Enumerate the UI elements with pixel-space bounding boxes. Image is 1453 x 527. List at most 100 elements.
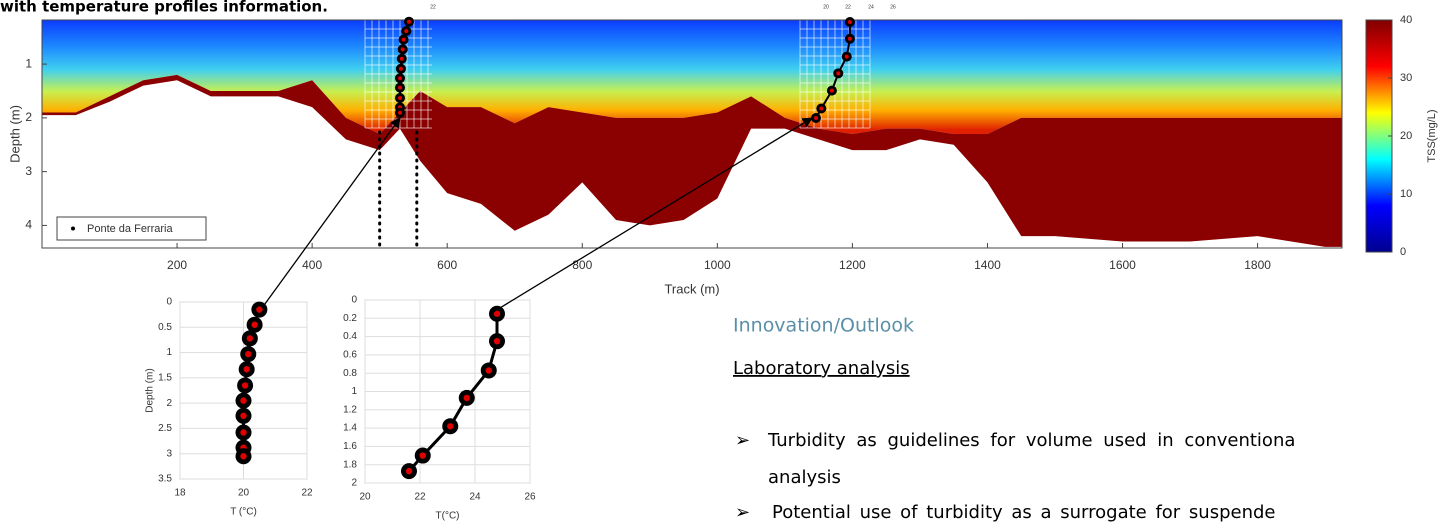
x-tick-label: 400: [302, 258, 322, 272]
bullet: Turbidity as guidelines for volume used …: [767, 430, 1295, 451]
profile-point-center: [847, 20, 852, 24]
y-tick-label: 3: [166, 448, 172, 459]
legend-label: Ponte da Ferraria: [87, 223, 173, 235]
x-axis-label: T(°C): [436, 511, 460, 522]
profile-point-center: [240, 453, 247, 460]
profile-point-center: [398, 76, 402, 81]
arrow: [261, 117, 401, 309]
overlay-label: 26: [890, 4, 896, 10]
profile-point-center: [398, 85, 402, 90]
x-tick-label: 22: [301, 488, 313, 499]
water-column: [42, 20, 1342, 134]
x-tick-label: 20: [359, 492, 371, 503]
y-tick-label: 1.2: [343, 404, 357, 415]
y-tick-label: 0.4: [343, 331, 357, 342]
profile-point-center: [404, 29, 409, 34]
overlay-label: 24: [868, 4, 874, 10]
x-tick-label: 800: [572, 258, 592, 272]
profile-point-center: [405, 467, 413, 475]
colorbar: [1365, 19, 1393, 253]
profile-point-center: [847, 36, 852, 41]
profile-point-center: [398, 66, 403, 71]
profile-point-center: [493, 310, 501, 317]
x-tick-label: 22: [414, 492, 426, 503]
y-tick-label: 1.8: [343, 459, 357, 470]
x-tick-label: 1000: [704, 258, 731, 272]
x-axis-label: T (°C): [230, 507, 257, 518]
near-bottom-layer: [42, 74, 1342, 247]
profile-point-center: [240, 412, 247, 419]
colorbar-tick-label: 10: [1400, 188, 1412, 200]
overlay-label: 20: [823, 4, 829, 10]
x-tick-label: 18: [174, 488, 186, 499]
profile-point-center: [256, 306, 263, 313]
overlay-label: 22: [430, 4, 436, 10]
bullet-icon: ➢: [735, 430, 750, 451]
profile-point-center: [447, 423, 454, 430]
profile-point-center: [485, 367, 492, 374]
profile-point-center: [814, 115, 818, 120]
profile-point-center: [844, 54, 849, 59]
y-axis-label: Depth (m): [7, 105, 22, 163]
profile-point-center: [251, 321, 258, 328]
profile-point-center: [240, 397, 247, 404]
y-tick-label: 2: [25, 110, 32, 124]
y-tick-label: 1.5: [158, 372, 172, 383]
y-tick-label: 4: [25, 218, 32, 232]
heading: Innovation/Outlook: [733, 315, 914, 337]
overlay-label: 22: [845, 4, 851, 10]
profile-point-center: [240, 429, 247, 436]
colorbar-tick-label: 0: [1400, 246, 1406, 258]
profile-point-center: [463, 394, 470, 402]
profile-point-center: [836, 71, 841, 76]
profile-point-center: [245, 350, 252, 358]
profile-point-center: [819, 106, 824, 111]
colorbar-tick-label: 40: [1400, 14, 1412, 26]
x-axis-label: Track (m): [664, 281, 719, 296]
profile-point-center: [493, 337, 501, 345]
subheading: Laboratory analysis: [733, 358, 910, 379]
profile-point-center: [241, 382, 249, 389]
profile-point-center: [399, 56, 404, 61]
y-tick-label: 0.2: [343, 313, 357, 324]
x-tick-label: 1400: [974, 258, 1001, 272]
bullet: analysis: [768, 467, 841, 488]
y-tick-label: 2: [351, 478, 357, 489]
x-tick-label: 1200: [839, 258, 866, 272]
y-tick-label: 2.5: [158, 423, 172, 434]
y-tick-label: 0.6: [343, 350, 357, 361]
y-tick-label: 3: [25, 164, 32, 178]
y-tick-label: 1: [25, 56, 32, 70]
profile-point-center: [401, 37, 406, 42]
x-tick-label: 1600: [1109, 258, 1136, 272]
y-tick-label: 0.5: [158, 322, 172, 333]
legend-marker: [71, 226, 75, 231]
x-tick-label: 20: [238, 488, 250, 499]
colorbar-tick-label: 20: [1400, 130, 1412, 142]
colorbar-label: TSS(mg/L): [1426, 109, 1438, 162]
legend-box: [56, 216, 207, 241]
colorbar-tick-label: 30: [1400, 72, 1412, 84]
profile-point-center: [419, 452, 426, 459]
slide-title: with temperature profiles information.: [0, 0, 328, 16]
y-tick-label: 2: [166, 398, 172, 409]
y-tick-label: 1: [166, 347, 172, 358]
profile-point-center: [243, 366, 250, 373]
x-tick-label: 600: [437, 258, 457, 272]
y-tick-label: 0: [351, 295, 357, 306]
x-tick-label: 26: [524, 492, 536, 503]
y-tick-label: 3.5: [158, 474, 172, 485]
profile-point-center: [829, 88, 834, 93]
profile-point-center: [246, 335, 254, 342]
profile-point-center: [398, 110, 402, 115]
arrow: [489, 117, 813, 315]
x-tick-label: 1800: [1244, 258, 1271, 272]
y-tick-label: 1.6: [343, 441, 357, 452]
y-axis-label: Depth (m): [145, 368, 156, 412]
bullet-icon: ➢: [735, 502, 750, 523]
bullet: Potential use of turbidity as a surrogat…: [772, 502, 1276, 523]
profile-point-center: [400, 47, 405, 52]
profile-point-center: [398, 96, 402, 101]
